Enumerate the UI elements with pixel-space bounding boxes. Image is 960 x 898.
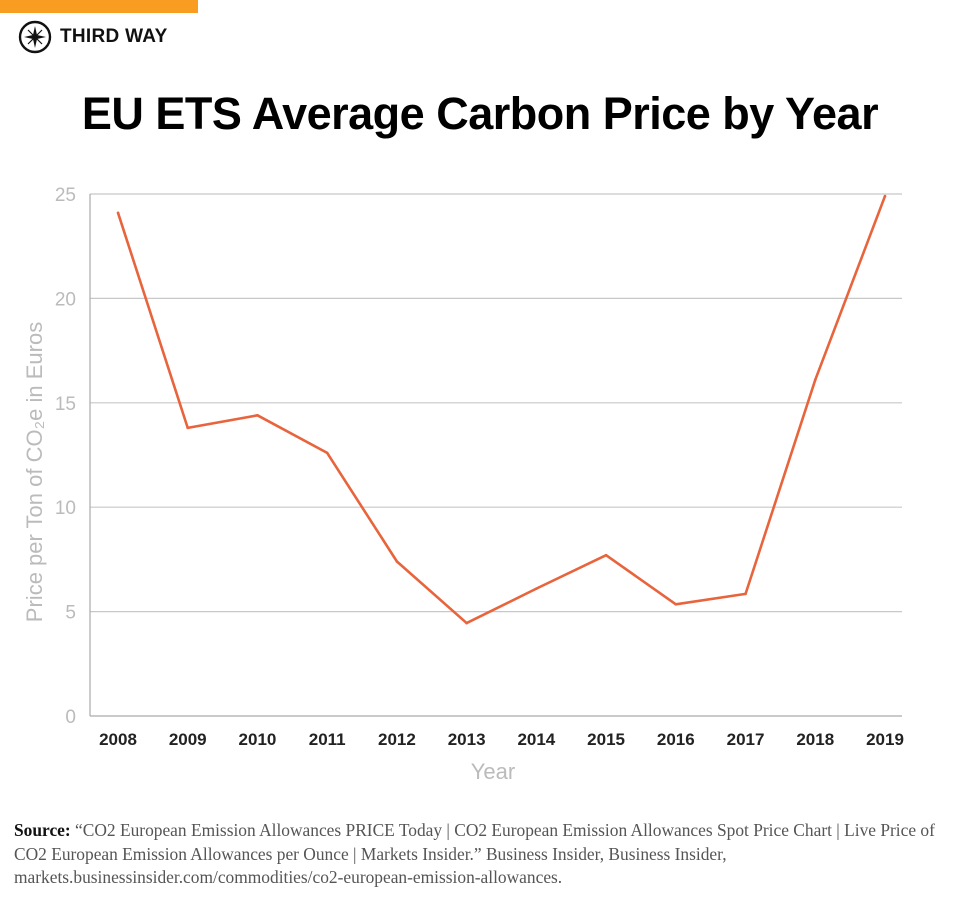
data-point bbox=[535, 587, 538, 590]
data-point bbox=[883, 194, 887, 198]
data-point bbox=[674, 602, 678, 606]
x-tick-label: 2009 bbox=[169, 730, 207, 749]
data-point bbox=[465, 621, 468, 625]
x-tick-label: 2010 bbox=[239, 730, 277, 749]
x-tick-label: 2014 bbox=[517, 730, 555, 749]
x-tick-label: 2016 bbox=[657, 730, 695, 749]
source-note: Source: “CO2 European Emission Allowance… bbox=[14, 819, 954, 890]
y-tick-label: 20 bbox=[55, 289, 76, 310]
compass-icon bbox=[18, 20, 52, 54]
brand-name: THIRD WAY bbox=[60, 26, 168, 47]
source-label: Source: bbox=[14, 820, 71, 840]
x-tick-label: 2017 bbox=[727, 730, 765, 749]
chart-title: EU ETS Average Carbon Price by Year bbox=[81, 88, 879, 139]
x-tick-label: 2012 bbox=[378, 730, 416, 749]
source-text: “CO2 European Emission Allowances PRICE … bbox=[14, 820, 935, 887]
y-tick-label: 10 bbox=[55, 498, 76, 519]
data-point bbox=[813, 378, 817, 382]
line-chart: 0 5 10 15 20 25 2008 2009 2010 2011 2012 2013 2014 2… bbox=[22, 185, 904, 784]
data-point bbox=[395, 560, 399, 563]
data-point bbox=[186, 426, 190, 430]
y-axis-label: Price per Ton of CO₂e in Euros bbox=[22, 322, 47, 622]
data-point bbox=[116, 211, 120, 215]
data-point bbox=[325, 451, 329, 455]
x-tick-label: 2013 bbox=[448, 730, 486, 749]
x-tick-label: 2011 bbox=[309, 730, 346, 749]
y-tick-label: 0 bbox=[65, 707, 76, 728]
y-tick-label: 5 bbox=[65, 603, 76, 624]
data-point bbox=[256, 414, 259, 417]
x-tick-label: 2019 bbox=[866, 730, 904, 749]
x-tick-label: 2018 bbox=[796, 730, 834, 749]
series-line bbox=[116, 195, 887, 625]
x-tick-label: 2015 bbox=[587, 730, 625, 749]
y-tick-label: 15 bbox=[55, 394, 76, 415]
data-point bbox=[604, 553, 608, 557]
x-tick-label: 2008 bbox=[99, 730, 137, 749]
accent-bar bbox=[0, 0, 198, 13]
data-point bbox=[744, 592, 747, 596]
y-tick-label: 25 bbox=[55, 185, 76, 206]
logo: THIRD WAY bbox=[18, 20, 168, 54]
x-axis-label: Year bbox=[471, 759, 515, 784]
